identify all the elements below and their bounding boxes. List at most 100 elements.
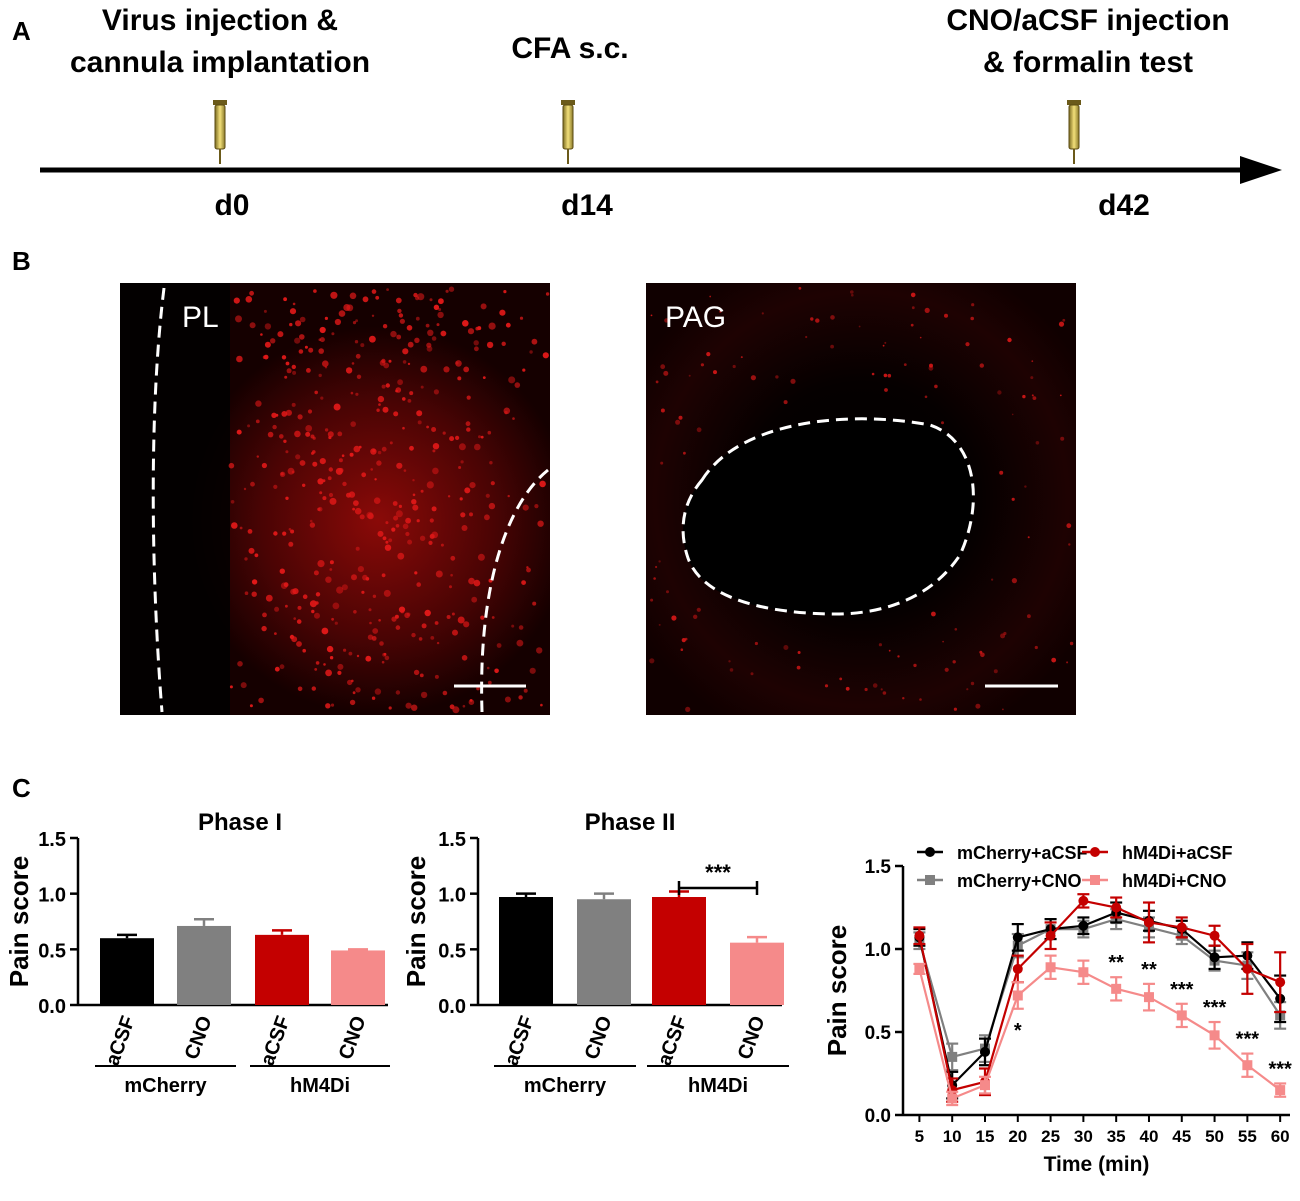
bar: [499, 897, 553, 1005]
cell-dot: [414, 337, 420, 343]
cell-dot: [369, 335, 376, 343]
cell-dot: [377, 450, 382, 455]
cell-dot: [315, 592, 321, 597]
cell-dot: [355, 546, 360, 551]
cell-dot: [382, 406, 389, 413]
cell-dot: [880, 688, 883, 691]
cell-dot: [466, 427, 471, 432]
y-tick-label: 1.0: [438, 885, 466, 907]
significance-label: ***: [1236, 1029, 1260, 1051]
cell-dot: [385, 521, 389, 525]
cell-dot: [970, 681, 975, 686]
data-point: [1275, 1085, 1286, 1096]
cell-dot: [302, 483, 306, 487]
cell-dot: [319, 458, 326, 465]
cell-dot: [430, 636, 435, 640]
cell-dot: [384, 655, 390, 661]
cell-dot: [457, 616, 465, 624]
cell-dot: [285, 409, 292, 416]
cell-dot: [464, 487, 471, 494]
cell-dot: [249, 704, 253, 708]
cell-dot: [685, 706, 691, 713]
cell-dot: [318, 373, 322, 378]
cell-dot: [361, 590, 365, 594]
data-point: [979, 1080, 990, 1091]
cell-dot: [412, 479, 415, 482]
cell-dot: [356, 374, 362, 379]
cell-dot: [337, 670, 342, 676]
cell-dot: [273, 484, 278, 489]
cell-dot: [349, 292, 357, 300]
cell-dot: [261, 625, 267, 632]
cell-dot: [420, 365, 428, 373]
cell-dot: [797, 651, 801, 654]
cell-dot: [370, 448, 377, 455]
bar: [255, 934, 309, 1005]
cell-dot: [754, 641, 759, 646]
cell-dot: [700, 363, 705, 367]
cell-dot: [536, 647, 543, 654]
cell-dot: [295, 320, 302, 327]
cell-dot: [671, 615, 677, 621]
cell-dot: [458, 443, 466, 451]
cell-dot: [414, 571, 418, 575]
cell-dot: [435, 570, 443, 578]
cell-dot: [230, 500, 235, 504]
cell-dot: [288, 528, 292, 531]
cell-dot: [884, 341, 887, 344]
cell-dot: [416, 582, 422, 587]
cell-dot: [388, 359, 392, 363]
cell-dot: [349, 452, 354, 457]
cell-dot: [666, 590, 669, 594]
cell-dot: [436, 641, 440, 645]
x-tick-label: CNO: [734, 1013, 770, 1062]
cell-dot: [334, 621, 338, 625]
cell-dot: [505, 322, 511, 328]
cell-dot: [1034, 645, 1038, 650]
cell-dot: [1069, 641, 1074, 646]
cell-dot: [396, 334, 402, 340]
cell-dot: [455, 435, 460, 440]
cell-dot: [790, 378, 796, 384]
cell-dot: [376, 460, 382, 466]
cell-dot: [389, 441, 393, 445]
cell-dot: [1011, 497, 1015, 501]
cell-dot: [683, 451, 686, 455]
cell-dot: [328, 492, 334, 498]
cell-dot: [274, 606, 280, 612]
cell-dot: [438, 298, 444, 305]
cell-dot: [511, 624, 515, 628]
cell-dot: [323, 663, 326, 666]
significance-label: **: [1141, 959, 1157, 981]
cell-dot: [783, 645, 789, 650]
data-point: [1176, 1010, 1187, 1021]
cell-dot: [1066, 661, 1069, 664]
cell-dot: [1011, 578, 1018, 584]
cell-dot: [319, 491, 323, 495]
x-tick-label: 25: [1041, 1127, 1060, 1146]
cell-dot: [696, 427, 702, 433]
cell-dot: [407, 341, 414, 348]
cell-dot: [521, 580, 526, 585]
cell-dot: [405, 517, 411, 524]
cell-dot: [463, 621, 470, 628]
cell-dot: [839, 677, 843, 681]
cell-dot: [391, 527, 396, 532]
cell-dot: [477, 326, 482, 331]
cell-dot: [864, 687, 868, 692]
cell-dot: [413, 292, 418, 298]
cell-dot: [432, 449, 436, 453]
cell-dot: [342, 481, 347, 487]
cell-dot: [709, 295, 712, 298]
bar: [652, 897, 706, 1005]
region-boundary: [480, 468, 549, 713]
micrograph-region-label: PL: [182, 301, 219, 334]
cell-dot: [385, 540, 389, 544]
cell-dot: [432, 467, 439, 475]
event-title-virus-line-1: Virus injection &: [102, 4, 338, 37]
cell-dot: [545, 292, 550, 296]
cell-dot: [255, 400, 262, 407]
cell-dot: [291, 364, 296, 370]
cell-dot: [256, 455, 259, 458]
cell-dot: [1066, 523, 1072, 529]
